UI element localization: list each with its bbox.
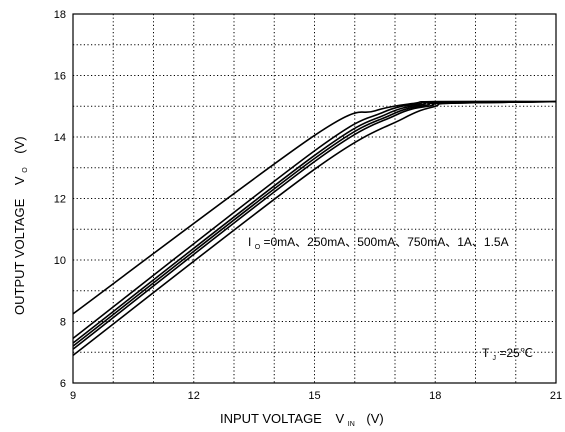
x-axis-label: INPUT VOLTAGE V IN (V)	[220, 411, 384, 429]
temperature-annotation: T J =25℃	[482, 346, 533, 363]
x-axis-label-text: INPUT VOLTAGE	[220, 411, 322, 426]
y-axis-label-text: OUTPUT VOLTAGE	[12, 198, 27, 315]
x-axis-unit: (V)	[366, 411, 383, 426]
x-axis-subscript: IN	[348, 421, 355, 428]
temperature-subscript: J	[492, 355, 496, 362]
y-tick-label: 18	[54, 9, 66, 21]
series-line-5	[72, 100, 557, 350]
load-current-annotation: I O =0mA、250mA、500mA、750mA、1A、1.5A	[248, 235, 509, 252]
y-tick-label: 8	[60, 317, 66, 329]
series-layer	[72, 100, 557, 356]
series-line-6	[72, 100, 557, 356]
y-tick-label: 10	[54, 255, 66, 267]
temperature-symbol: T	[482, 346, 490, 360]
y-axis-subscript: O	[22, 167, 29, 173]
plot-area-frame	[72, 13, 557, 384]
y-tick-label: 12	[54, 194, 66, 206]
load-current-values: =0mA、250mA、500mA、750mA、1A、1.5A	[263, 235, 508, 249]
load-current-subscript: O	[255, 244, 261, 251]
x-tick-label: 9	[70, 390, 76, 402]
y-tick-label: 16	[54, 71, 66, 83]
series-line-2	[72, 100, 557, 340]
grid-lines	[73, 14, 556, 383]
y-tick-labels: 6 8 10 12 14 16 18	[54, 9, 66, 390]
x-tick-label: 12	[188, 390, 200, 402]
x-tick-label: 15	[308, 390, 320, 402]
y-tick-label: 6	[60, 378, 66, 390]
y-axis-symbol: V	[12, 176, 27, 185]
temperature-value: =25℃	[499, 346, 533, 360]
series-line-3	[72, 100, 557, 344]
load-current-symbol: I	[248, 235, 251, 249]
y-axis-unit: (V)	[12, 136, 27, 153]
y-tick-label: 14	[54, 132, 66, 144]
x-tick-labels: 9 12 15 18 21	[70, 390, 562, 402]
y-axis-label: OUTPUT VOLTAGE V O (V)	[12, 136, 30, 315]
x-tick-label: 21	[550, 390, 562, 402]
x-axis-symbol: V	[335, 411, 344, 426]
x-tick-label: 18	[429, 390, 441, 402]
